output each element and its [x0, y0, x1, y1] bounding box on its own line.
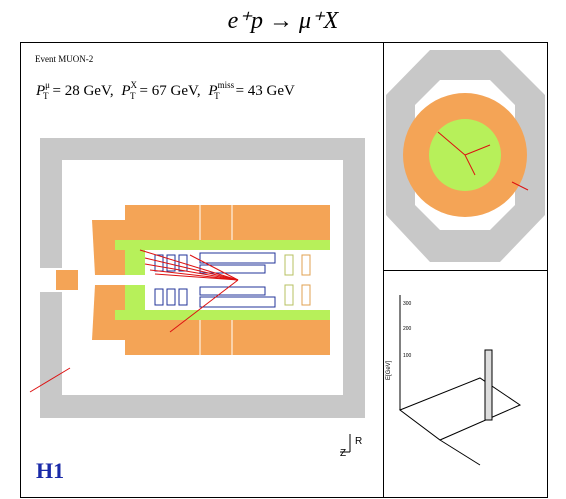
lego-y-label: E[GeV]: [386, 360, 392, 380]
value: = 28 GeV,: [53, 83, 114, 99]
symbol: P: [120, 83, 130, 99]
sup: miss: [218, 80, 235, 90]
event-display: e⁺p → μ⁺X Event MUON-2 PμT= 28 GeV, PXT=…: [0, 0, 566, 499]
plug: [56, 270, 78, 290]
value: = 43 GeV: [236, 83, 295, 99]
sub: T: [214, 91, 220, 101]
sup: μ: [45, 80, 50, 90]
event-label: Event MUON-2: [35, 54, 93, 64]
value: = 67 GeV,: [140, 83, 201, 99]
lego-tick: 200: [403, 326, 412, 332]
logo: H1: [36, 458, 64, 483]
sup: X: [131, 80, 138, 90]
title: e⁺p → μ⁺X: [228, 8, 340, 34]
sub: T: [130, 91, 136, 101]
lego-tick: 100: [403, 353, 412, 359]
axis-z: Z: [340, 448, 346, 459]
sub: T: [43, 91, 49, 101]
lego-tick: 300: [403, 301, 412, 307]
axis-r: R: [355, 436, 362, 447]
